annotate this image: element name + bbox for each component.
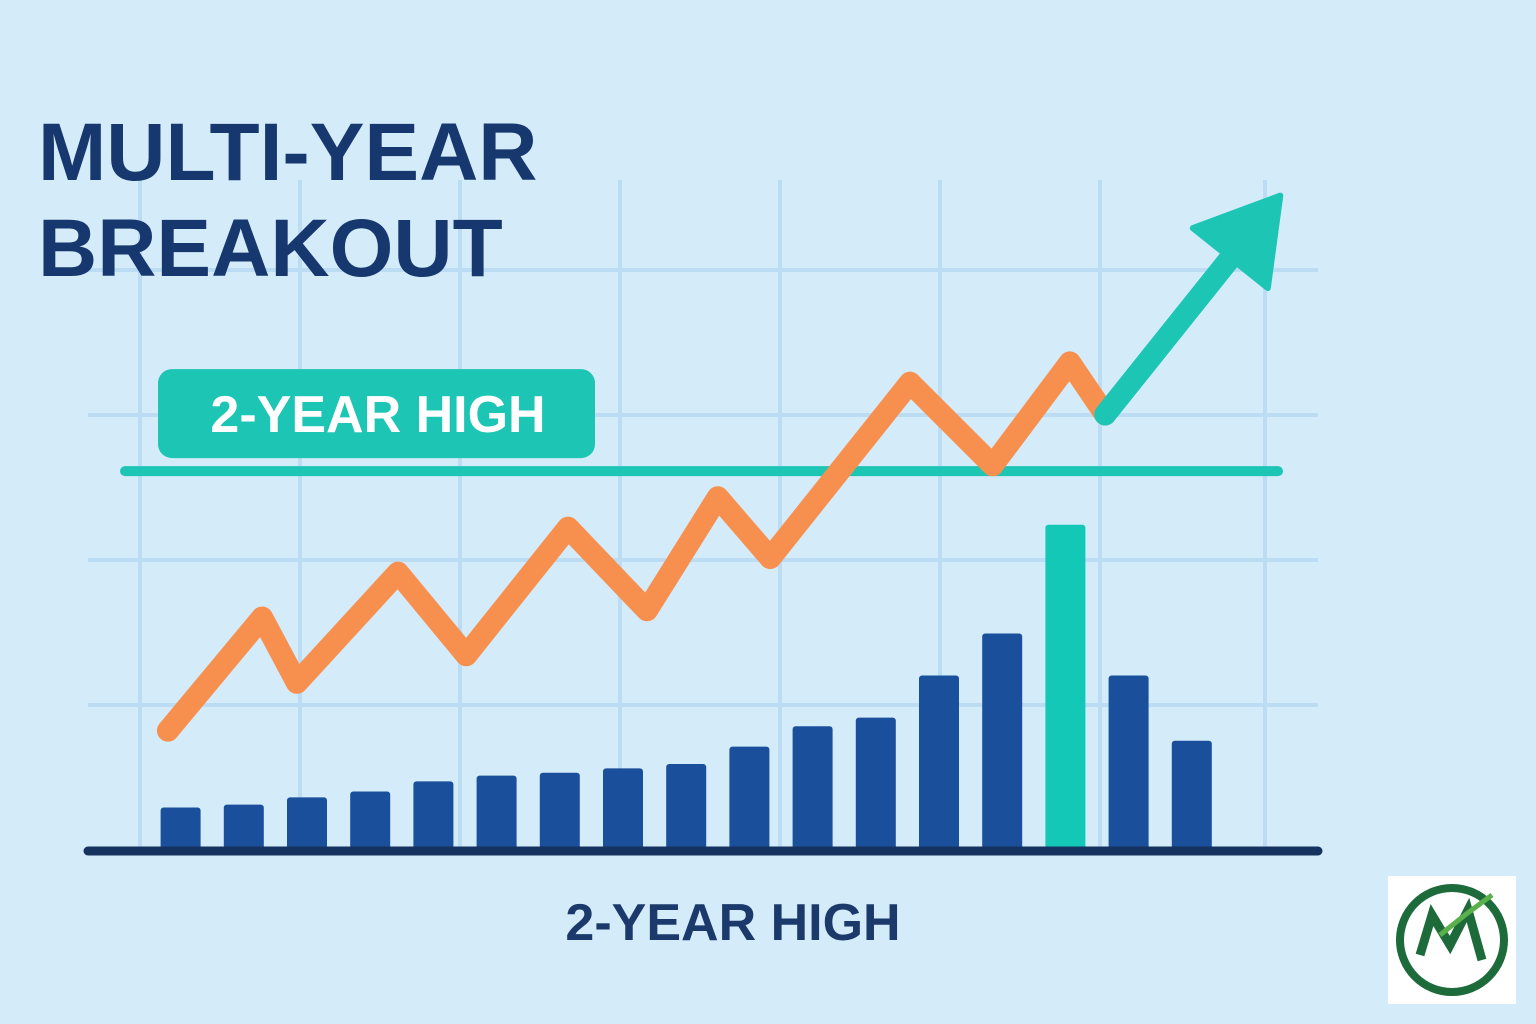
chart-title: BREAKOUT bbox=[38, 203, 503, 294]
bar bbox=[729, 746, 770, 851]
logo bbox=[1388, 876, 1516, 1004]
bar bbox=[855, 717, 896, 851]
bar bbox=[160, 807, 201, 851]
logo-arrow bbox=[1438, 892, 1494, 937]
bar bbox=[1171, 740, 1212, 851]
bar bbox=[476, 775, 517, 851]
bar bbox=[919, 675, 959, 851]
bar bbox=[223, 804, 264, 851]
logo-mark bbox=[1415, 897, 1487, 962]
bar bbox=[982, 633, 1023, 851]
breakout-line bbox=[1094, 239, 1248, 426]
line bbox=[156, 351, 1117, 742]
bar bbox=[792, 726, 833, 851]
plot: 2-YEAR HIGH bbox=[120, 192, 1284, 851]
logo-ring bbox=[1396, 884, 1508, 996]
bar bbox=[539, 772, 580, 851]
threshold-label: 2-YEAR HIGH bbox=[210, 386, 545, 444]
arrow-head bbox=[1189, 192, 1284, 292]
bar bbox=[1108, 675, 1149, 851]
bar bbox=[287, 797, 327, 851]
x-axis-label: 2-YEAR HIGH bbox=[565, 894, 900, 952]
bar bbox=[603, 768, 643, 851]
chart-title: MULTI-YEAR bbox=[38, 107, 538, 198]
threshold-label-box bbox=[158, 369, 595, 459]
bar bbox=[350, 791, 391, 851]
bar bbox=[413, 781, 454, 851]
bar bbox=[1045, 524, 1086, 851]
bar bbox=[666, 764, 707, 851]
